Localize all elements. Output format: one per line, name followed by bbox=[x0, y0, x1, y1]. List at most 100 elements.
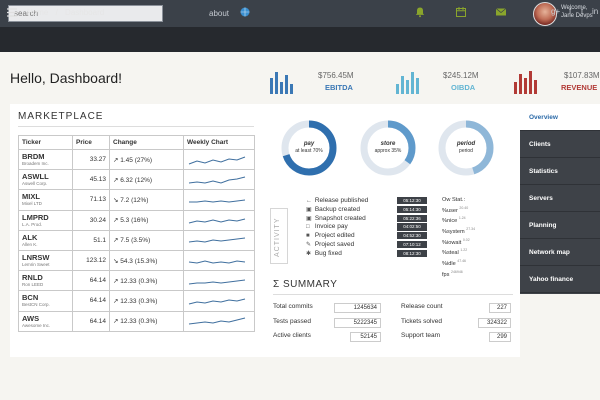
mail-icon[interactable] bbox=[495, 6, 507, 18]
activity-item: ▣ Snapshot created bbox=[306, 215, 368, 224]
os-stat-value: 246946 bbox=[451, 269, 463, 274]
table-row[interactable]: MIXL Mixel LTD 71.13 ↘ 7.2 (12%) bbox=[18, 189, 255, 211]
sidebar-item-yahoo-finance[interactable]: Yahoo finance bbox=[520, 266, 600, 293]
sparkline bbox=[188, 279, 246, 285]
table-row[interactable]: BCN BestCN Corp. 64.14 ↗ 12.33 (0.3%) bbox=[18, 290, 255, 312]
change-cell: ↗ 12.33 (0.3%) bbox=[109, 290, 184, 312]
company-name: Awesome Inc. bbox=[22, 322, 51, 328]
facebook-icon[interactable]: f bbox=[569, 7, 572, 16]
activity-item: ✎ Project saved bbox=[306, 241, 368, 250]
ticker-symbol: ASWLL bbox=[22, 172, 49, 182]
google-plus-icon[interactable]: g+ bbox=[551, 7, 561, 16]
table-row[interactable]: AWS Awesome Inc. 64.14 ↗ 12.33 (0.3%) bbox=[18, 310, 255, 332]
globe-icon[interactable] bbox=[240, 7, 250, 17]
sidebar-item-overview[interactable]: Overview bbox=[514, 104, 600, 131]
company-name: BestCN Corp. bbox=[22, 302, 50, 308]
user-name: Jane Devps bbox=[561, 13, 593, 19]
change-cell: ↘ 54.3 (15.3%) bbox=[109, 249, 184, 272]
company-name: Mixel LTD bbox=[22, 201, 42, 207]
calendar-icon[interactable] bbox=[455, 6, 467, 18]
menu-icon[interactable] bbox=[7, 8, 17, 17]
sparkline bbox=[188, 176, 246, 184]
user-welcome[interactable]: Welcome, Jane Devps bbox=[561, 4, 593, 20]
kpi-revenue-label: REVENUE bbox=[561, 83, 598, 92]
table-row[interactable]: ALK Allen K. 51.1 ↗ 7.5 (3.5%) bbox=[18, 229, 255, 251]
about-link[interactable]: about bbox=[209, 9, 230, 18]
activity-time-badge: 04:52:30 bbox=[397, 232, 427, 240]
os-stat-row: %system 27.34 bbox=[442, 226, 475, 237]
sidebar-item-network-map[interactable]: Network map bbox=[520, 239, 600, 266]
change-cell: ↘ 7.2 (12%) bbox=[109, 189, 184, 211]
sidebar-item-servers[interactable]: Servers bbox=[520, 185, 600, 212]
os-stat-row: %idle 47.46 bbox=[442, 258, 475, 269]
avatar[interactable] bbox=[533, 2, 557, 26]
os-stat-value: 27.34 bbox=[466, 227, 476, 232]
store-donut-sub: approx 35% bbox=[374, 148, 402, 154]
store-donut bbox=[360, 120, 416, 176]
activity-icon: ▣ bbox=[306, 215, 312, 222]
ticker-symbol: AWS bbox=[22, 313, 40, 323]
table-row[interactable]: LMPRD L.A. Prod. 30.24 ↗ 5.3 (16%) bbox=[18, 209, 255, 231]
linkedin-icon[interactable]: in bbox=[592, 7, 599, 16]
ticker-cell: LMPRD L.A. Prod. bbox=[18, 209, 73, 231]
activity-time-badge: 05:12:30 bbox=[397, 197, 427, 205]
change-cell: ↗ 1.45 (27%) bbox=[109, 148, 184, 171]
company-name: Broadem Inc. bbox=[22, 161, 49, 167]
activity-text: Snapshot created bbox=[314, 214, 366, 222]
marketplace-title: MARKETPLACE bbox=[18, 111, 104, 122]
activity-tab[interactable]: ACTIVITY bbox=[270, 208, 288, 264]
os-stat-label: %idle bbox=[442, 260, 456, 267]
os-stat-value: 1.22 bbox=[460, 248, 468, 253]
summary-active-clients-value: 52145 bbox=[350, 332, 381, 342]
pay-donut bbox=[281, 120, 337, 176]
table-row[interactable]: ASWLL Aswell Corp. 45.13 ↗ 6.32 (12%) bbox=[18, 169, 255, 191]
price-cell: 71.13 bbox=[72, 189, 110, 211]
kpi-oibda-value: $245.12M bbox=[443, 71, 479, 80]
activity-icon: ← bbox=[306, 198, 312, 204]
company-name: Lemrin Sweet bbox=[22, 262, 50, 268]
table-row[interactable]: BRDM Broadem Inc. 33.27 ↗ 1.45 (27%) bbox=[18, 148, 255, 171]
table-row[interactable]: LNRSW Lemrin Sweet 123.12 ↘ 54.3 (15.3%) bbox=[18, 249, 255, 272]
price-cell: 64.14 bbox=[72, 270, 110, 292]
os-stat-value: 20.40 bbox=[459, 205, 469, 210]
col-price[interactable]: Price bbox=[72, 135, 110, 150]
activity-label: ACTIVITY bbox=[274, 217, 281, 257]
col-ticker[interactable]: Ticker bbox=[18, 135, 73, 150]
activity-item: ▣ Backup created bbox=[306, 206, 368, 215]
period-donut-label: period period bbox=[441, 141, 491, 155]
breadcrumb-home[interactable]: Home bbox=[27, 8, 49, 17]
table-row[interactable]: RNLD Ron LEED 64.14 ↗ 12.33 (0.3%) bbox=[18, 270, 255, 292]
summary-tickets-solved-label: Tickets solved bbox=[401, 318, 442, 325]
os-stat-row: fps 246946 bbox=[442, 269, 475, 280]
col-weekly-chart[interactable]: Weekly Chart bbox=[183, 135, 255, 150]
summary-release-count-label: Release count bbox=[401, 303, 443, 310]
summary-divider bbox=[273, 294, 513, 295]
os-stat-value: 1.24 bbox=[458, 216, 466, 221]
activity-icon: ■ bbox=[306, 233, 310, 240]
period-donut-sub: period bbox=[459, 148, 473, 154]
sidebar-item-clients[interactable]: Clients bbox=[520, 131, 600, 158]
weekly-chart-cell bbox=[183, 249, 255, 272]
weekly-chart-cell bbox=[183, 169, 255, 191]
sidebar-item-planning[interactable]: Planning bbox=[520, 212, 600, 239]
col-change[interactable]: Change bbox=[109, 135, 184, 150]
search-input[interactable] bbox=[8, 5, 163, 22]
sidebar-item-statistics[interactable]: Statistics bbox=[520, 158, 600, 185]
activity-text: Invoice pay bbox=[314, 223, 348, 231]
right-sidebar: Overview Clients Statistics Servers Planning… bbox=[514, 104, 600, 294]
bell-icon[interactable] bbox=[414, 6, 426, 18]
ebitda-bars-icon bbox=[270, 72, 293, 94]
price-cell: 64.14 bbox=[72, 310, 110, 332]
marketplace-table: Ticker Price Change Weekly Chart BRDM Bro… bbox=[18, 135, 255, 332]
change-cell: ↗ 6.32 (12%) bbox=[109, 169, 184, 191]
weekly-chart-cell bbox=[183, 229, 255, 251]
activity-item: ✱ Bug fixed bbox=[306, 250, 368, 259]
change-cell: ↗ 7.5 (3.5%) bbox=[109, 229, 184, 251]
os-stat-row: %nice 1.24 bbox=[442, 215, 475, 226]
pay-donut-sub: at least 70% bbox=[295, 148, 323, 154]
summary-active-clients-label: Active clients bbox=[273, 332, 311, 339]
summary-support-team-label: Support team bbox=[401, 332, 441, 339]
twitter-icon[interactable]: t bbox=[581, 7, 584, 16]
summary-title: Σ SUMMARY bbox=[273, 279, 338, 290]
kpi-revenue-value: $107.83M bbox=[564, 71, 600, 80]
